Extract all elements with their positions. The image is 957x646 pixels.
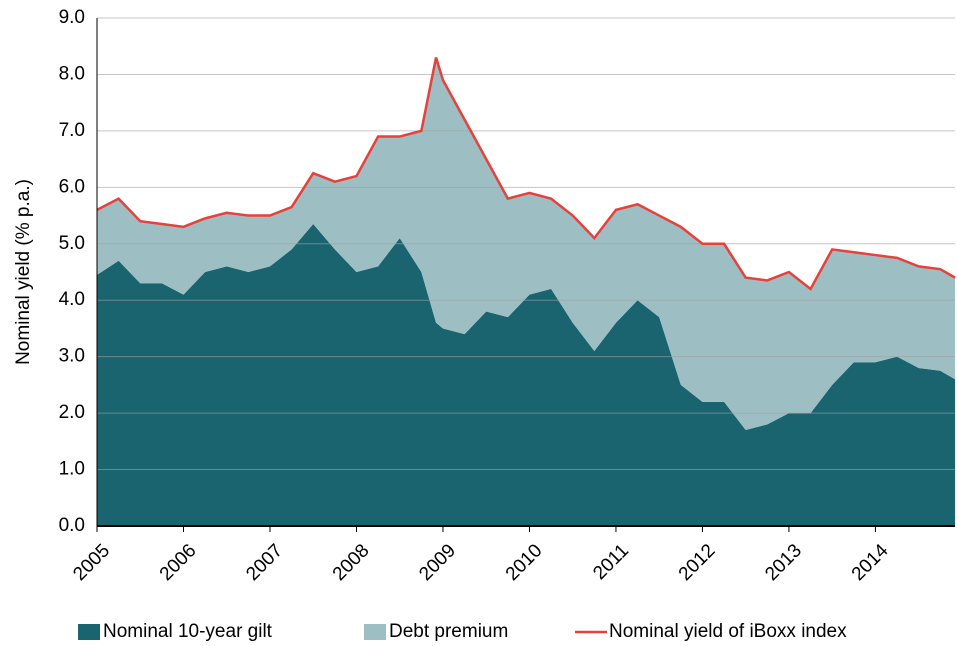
y-axis-label: Nominal yield (% p.a.): [13, 179, 34, 365]
y-tick-label: 4.0: [59, 289, 85, 310]
y-tick-label: 8.0: [59, 63, 85, 84]
area: [97, 224, 955, 526]
y-tick-label: 7.0: [59, 120, 85, 141]
x-tick-label: 2011: [589, 540, 633, 584]
x-tick-label: 2012: [675, 540, 720, 585]
line: [96, 57, 956, 291]
x-tick-label: 2014: [848, 540, 893, 585]
x-tick-label: 2005: [69, 540, 114, 585]
y-tick-label: 2.0: [59, 402, 85, 423]
legend-label: Nominal yield of iBoxx index: [609, 621, 847, 642]
x-tick-label: 2007: [242, 540, 287, 585]
y-tick-label: 0.0: [59, 515, 85, 536]
x-tick-label: 2013: [761, 540, 806, 585]
legend-label: Debt premium: [389, 621, 508, 642]
y-tick-label: 5.0: [59, 233, 85, 254]
legend-swatch: [78, 624, 100, 640]
legend-label: Nominal 10-year gilt: [103, 621, 273, 642]
y-tick-label: 1.0: [59, 459, 85, 480]
x-tick-label: 2010: [502, 540, 547, 585]
x-tick-label: 2008: [329, 540, 374, 585]
x-tick-label: 2009: [415, 540, 460, 585]
legend-swatch: [364, 624, 386, 640]
y-tick-label: 6.0: [59, 176, 85, 197]
y-tick-label: 3.0: [59, 346, 85, 367]
x-tick-label: 2006: [156, 540, 201, 585]
y-tick-label: 9.0: [59, 7, 85, 28]
